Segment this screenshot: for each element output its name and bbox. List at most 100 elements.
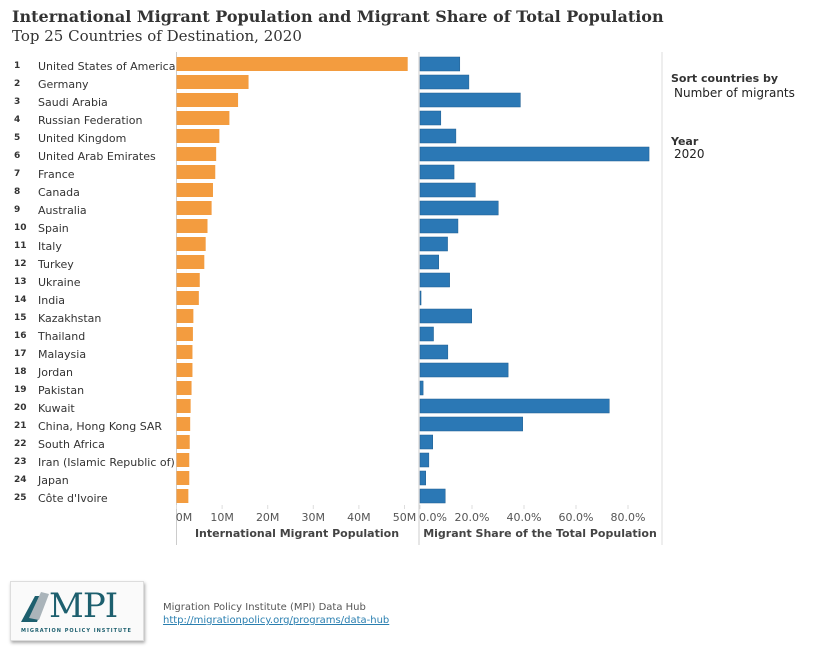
year-dropdown[interactable]: 2020 (674, 147, 705, 161)
rank-label: 1 (14, 61, 20, 71)
x-tick-label: 0M (176, 511, 193, 524)
rank-label: 21 (14, 421, 27, 431)
population-bar (176, 201, 212, 215)
population-bar (176, 75, 249, 89)
country-label: Australia (38, 204, 87, 217)
country-label: Kuwait (38, 402, 75, 415)
logo-text: MPI (49, 586, 118, 626)
rank-label: 14 (14, 295, 27, 305)
share-bar (419, 452, 430, 468)
country-label: Russian Federation (38, 114, 142, 127)
population-bar (176, 417, 191, 431)
country-label: Malaysia (38, 348, 86, 361)
population-bar (176, 327, 193, 341)
x-axis-title: International Migrant Population (195, 527, 399, 540)
population-bar (176, 165, 216, 179)
mpi-logo[interactable]: MPI MIGRATION POLICY INSTITUTE (10, 581, 144, 641)
country-label: Ukraine (38, 276, 81, 289)
population-bar (176, 93, 239, 107)
rank-label: 15 (14, 313, 27, 323)
population-bar (176, 219, 208, 233)
rank-label: 10 (14, 223, 27, 233)
share-bar (419, 308, 472, 324)
logo-subtext: MIGRATION POLICY INSTITUTE (21, 628, 132, 634)
share-bar (419, 236, 448, 252)
population-bar (176, 381, 192, 395)
population-bar (176, 399, 191, 413)
rank-label: 19 (14, 385, 27, 395)
x-tick-label: 50M (393, 511, 417, 524)
x-tick-label: 0.0% (419, 511, 447, 524)
rank-label: 4 (14, 115, 20, 125)
share-bar (419, 200, 499, 216)
share-bar (419, 470, 426, 486)
country-label: Thailand (37, 330, 85, 343)
sort-label: Sort countries by (671, 72, 779, 85)
x-tick-label: 60.0% (559, 511, 594, 524)
population-bar (176, 471, 190, 485)
population-bar (176, 273, 200, 287)
share-bar (419, 272, 450, 288)
x-tick-label: 20M (256, 511, 280, 524)
share-bar (419, 92, 521, 108)
country-label: Saudi Arabia (38, 96, 108, 109)
country-label: Canada (38, 186, 80, 199)
source-text: Migration Policy Institute (MPI) Data Hu… (163, 602, 366, 613)
rank-label: 18 (14, 367, 27, 377)
population-bar (176, 453, 190, 467)
sort-dropdown[interactable]: Number of migrants (674, 86, 795, 100)
rank-label: 13 (14, 277, 27, 287)
rank-label: 3 (14, 97, 20, 107)
country-label: United Kingdom (38, 132, 126, 145)
country-label: Germany (38, 78, 89, 91)
rank-label: 20 (14, 403, 27, 413)
country-label: Iran (Islamic Republic of) (38, 456, 175, 469)
share-bar (419, 344, 449, 360)
share-bar (419, 398, 610, 414)
rank-label: 8 (14, 187, 20, 197)
year-label: Year (671, 135, 699, 148)
share-bar (419, 416, 523, 432)
share-bar (419, 380, 424, 396)
share-bar (419, 290, 422, 306)
country-label: Pakistan (38, 384, 84, 397)
population-bar (176, 255, 205, 269)
chart-title: International Migrant Population and Mig… (12, 7, 664, 26)
share-bar (419, 56, 461, 72)
share-bar (419, 164, 455, 180)
x-tick-label: 40.0% (507, 511, 542, 524)
country-label: Italy (38, 240, 62, 253)
share-bar (419, 362, 509, 378)
population-bar (176, 309, 194, 323)
data-hub-link[interactable]: http://migrationpolicy.org/programs/data… (163, 615, 390, 626)
rank-label: 5 (14, 133, 20, 143)
rank-label: 12 (14, 259, 27, 269)
population-bar (176, 435, 190, 449)
population-bar (176, 129, 220, 143)
rank-label: 25 (14, 493, 27, 503)
population-bar (176, 489, 189, 503)
country-label: United States of America (38, 60, 175, 73)
country-label: South Africa (38, 438, 105, 451)
country-label: Côte d'Ivoire (38, 492, 108, 505)
share-bar (419, 254, 439, 270)
country-label: France (38, 168, 75, 181)
share-bar (419, 218, 459, 234)
population-bar (176, 345, 193, 359)
share-bar (419, 434, 433, 450)
bar-charts: 1 United States of America 2 Germany 3 Saudi … (14, 52, 663, 545)
rank-label: 16 (14, 331, 27, 341)
share-bar (419, 182, 476, 198)
share-bar (419, 146, 650, 162)
x-tick-label: 10M (210, 511, 234, 524)
rank-label: 7 (14, 169, 20, 179)
country-label: China, Hong Kong SAR (38, 420, 162, 433)
share-bar (419, 110, 442, 126)
country-label: Japan (37, 474, 69, 487)
x-tick-label: 40M (347, 511, 371, 524)
share-bar (419, 488, 446, 504)
population-bar (176, 291, 199, 305)
rank-label: 22 (14, 439, 27, 449)
rank-label: 6 (14, 151, 20, 161)
country-label: Spain (38, 222, 69, 235)
